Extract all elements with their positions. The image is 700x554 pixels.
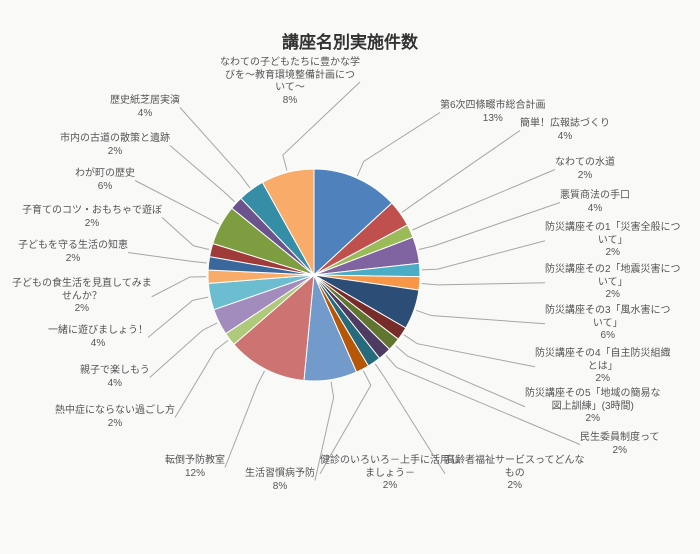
slice-label: 子どもの食生活を見直してみま せんか？2% — [12, 278, 152, 316]
slice-label: 民生委員制度って2% — [580, 432, 660, 457]
slice-pct: 2% — [545, 247, 681, 260]
slice-label: 転倒予防教室12% — [165, 455, 225, 480]
slice-pct: 2% — [12, 303, 152, 316]
slice-pct: 4% — [48, 338, 148, 351]
slice-label: 防災講座その4「自主防災組織 とは」2% — [535, 348, 671, 386]
slice-pct: 4% — [80, 378, 150, 391]
slice-pct: 2% — [545, 289, 681, 302]
slice-pct: 8% — [220, 95, 360, 108]
slice-label: 生活習慣病予防8% — [245, 468, 315, 493]
slice-pct: 8% — [245, 481, 315, 494]
slice-pct: 2% — [535, 373, 671, 386]
slice-pct: 2% — [525, 413, 661, 426]
slice-label: 熱中症にならない過ごし方2% — [55, 405, 175, 430]
slice-pct: 4% — [560, 203, 630, 216]
slice-pct: 2% — [580, 445, 660, 458]
slice-label: わが町の歴史6% — [75, 168, 135, 193]
slice-label: 防災講座その2「地震災害につ いて」2% — [545, 264, 681, 302]
slice-label: 防災講座その3「風水害につ いて」6% — [545, 305, 671, 343]
slice-label: 簡単！広報誌づくり4% — [520, 118, 610, 143]
slice-label: なわての水道2% — [555, 157, 615, 182]
slice-label: 高齢者福祉サービスってどんな もの2% — [445, 455, 585, 493]
slice-label: 防災講座その1「災害全般につ いて」2% — [545, 222, 681, 260]
slice-label: なわての子どもたちに豊かな学 びを～教育環境整備計画につ いて～8% — [220, 57, 360, 107]
slice-pct: 2% — [60, 146, 170, 159]
slice-label: 一緒に遊びましょう！4% — [48, 325, 148, 350]
slice-pct: 12% — [165, 468, 225, 481]
slice-label: 歴史紙芝居実演4% — [110, 95, 180, 120]
slice-pct: 2% — [555, 170, 615, 183]
chart-container: 講座名別実施件数 第6次四條畷市総合計画13%簡単！広報誌づくり4%なわての水道… — [0, 0, 700, 554]
slice-pct: 2% — [18, 253, 128, 266]
slice-pct: 4% — [110, 108, 180, 121]
slice-pct: 6% — [75, 181, 135, 194]
slice-label: 市内の古道の散策と遺跡2% — [60, 133, 170, 158]
slice-pct: 2% — [445, 480, 585, 493]
slice-label: 防災講座その5「地域の簡易な 図上訓練」(3時間)2% — [525, 388, 661, 426]
slice-pct: 6% — [545, 330, 671, 343]
slice-label: 健診のいろいろ－上手に活用し ましょう－2% — [320, 455, 460, 493]
slice-label: 親子で楽しもう4% — [80, 365, 150, 390]
slice-pct: 4% — [520, 131, 610, 144]
slice-pct: 2% — [320, 480, 460, 493]
slice-label: 子育てのコツ・おもちゃで遊ぼ2% — [22, 205, 162, 230]
slice-pct: 2% — [22, 218, 162, 231]
slice-label: 悪質商法の手口4% — [560, 190, 630, 215]
slice-label: 子どもを守る生活の知恵2% — [18, 240, 128, 265]
slice-pct: 2% — [55, 418, 175, 431]
